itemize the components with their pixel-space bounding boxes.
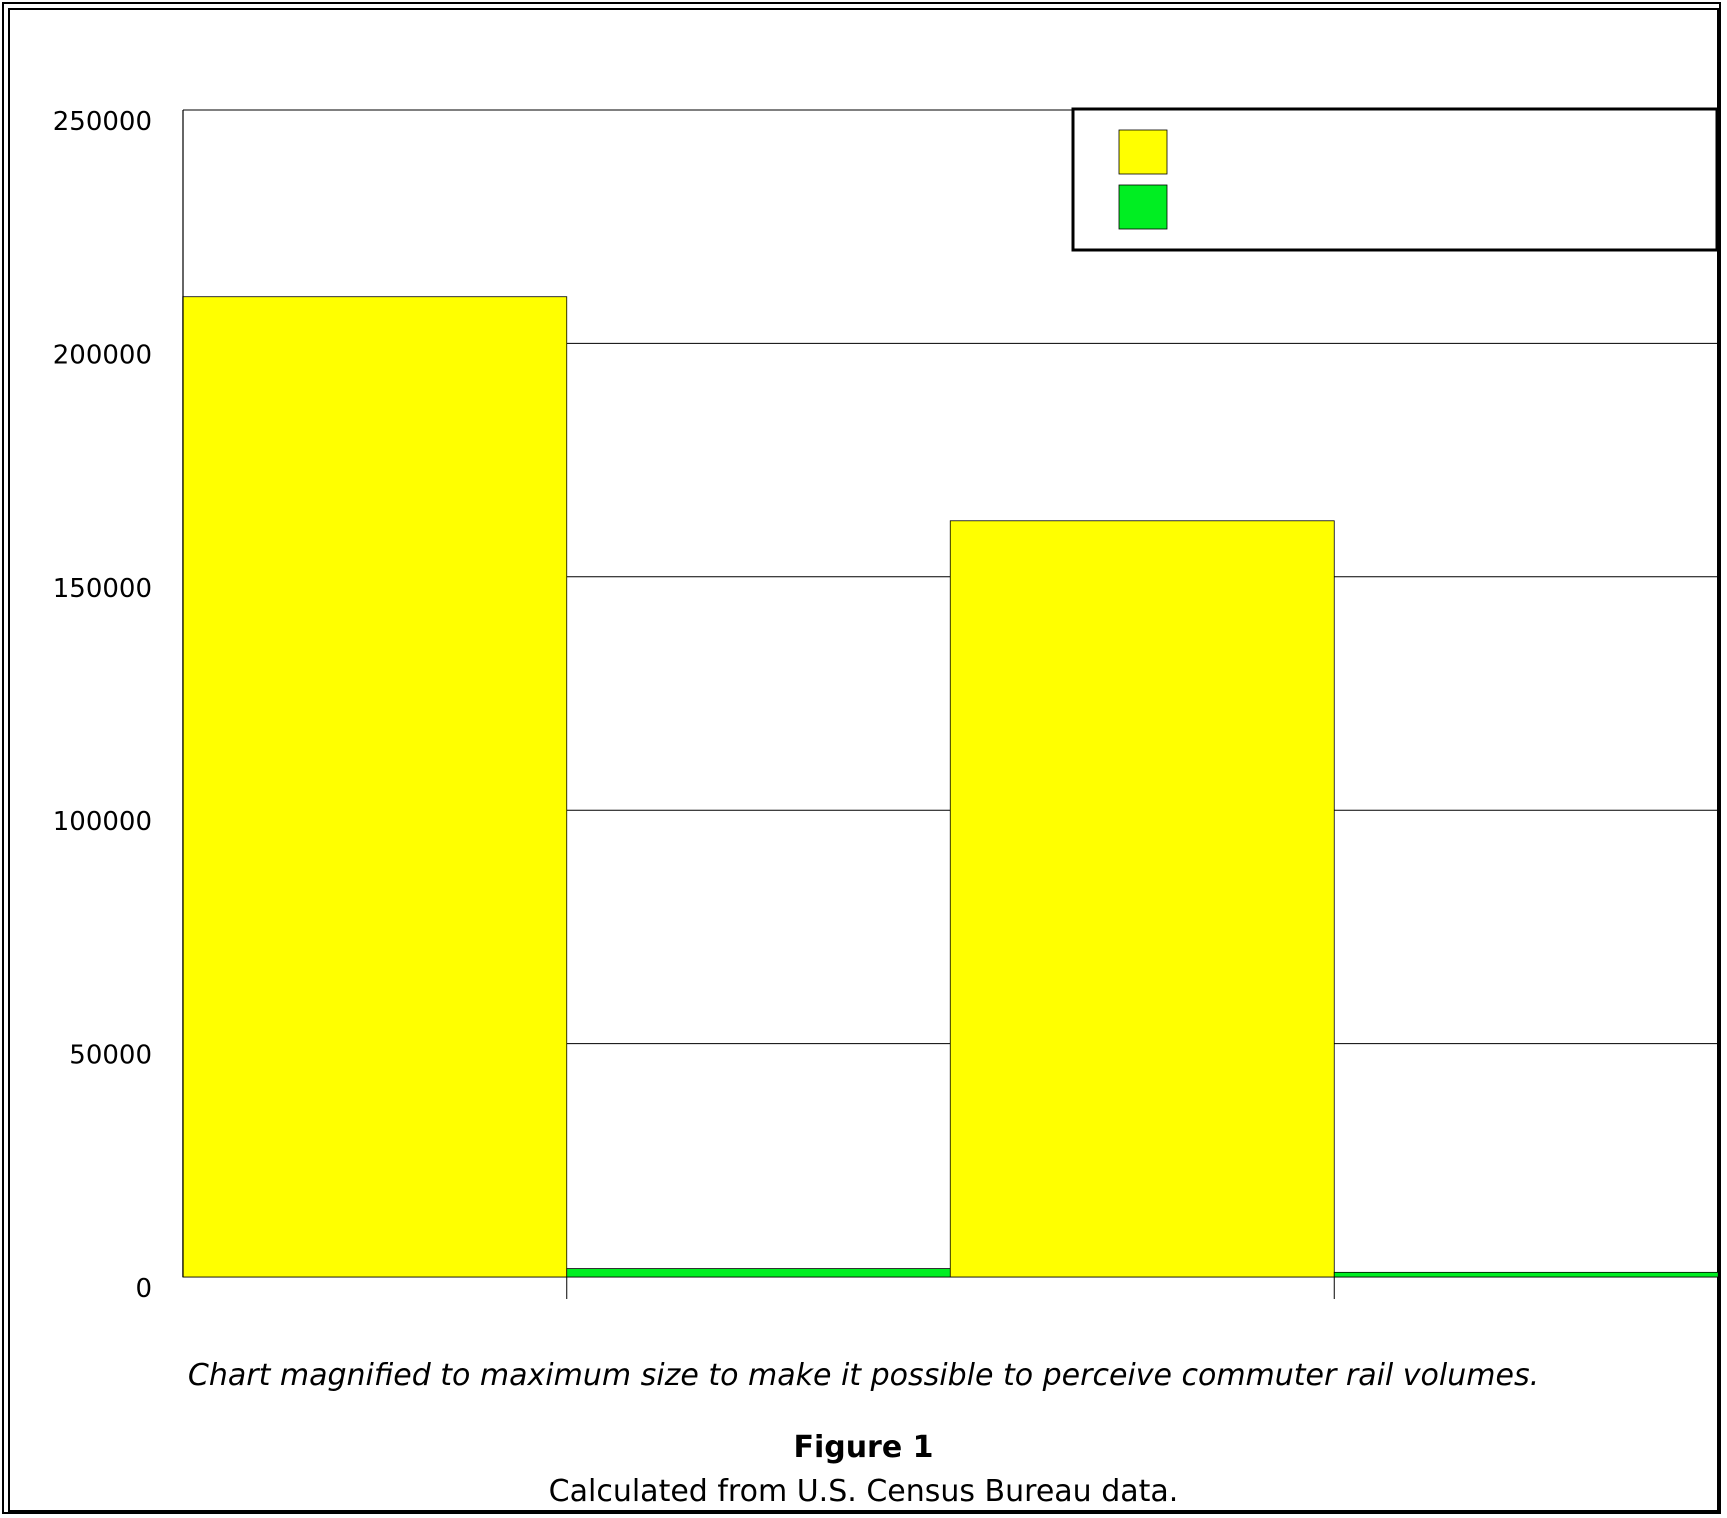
legend: [1071, 107, 1719, 252]
legend-box: [1071, 107, 1719, 252]
y-tick-label: 250000: [53, 107, 152, 137]
chart-caption: Chart magnified to maximum size to make …: [187, 1358, 1540, 1393]
bar-series-2-cat-2: [1333, 1271, 1719, 1278]
source-note: Calculated from U.S. Census Bureau data.: [548, 1474, 1179, 1509]
bar-series-2-cat-1: [566, 1268, 952, 1278]
figure-label: Figure 1: [793, 1430, 934, 1465]
y-tick-label: 200000: [53, 340, 152, 370]
y-axis-tick-labels: 0 50000 100000 150000 200000 250000: [53, 107, 152, 1304]
bar-series-1-cat-2: [949, 520, 1335, 1278]
bar-series-1-cat-1: [182, 296, 568, 1278]
x-axis-ticks: [566, 1277, 1335, 1299]
y-tick-label: 100000: [53, 807, 152, 837]
inner-border: [8, 8, 1719, 1512]
bar-chart: 0 50000 100000 150000 200000 250000: [53, 107, 1719, 1304]
legend-swatch: [1118, 184, 1168, 230]
y-tick-label: 50000: [69, 1041, 152, 1071]
y-tick-label: 0: [135, 1274, 152, 1304]
y-tick-label: 150000: [53, 574, 152, 604]
legend-swatch: [1118, 129, 1168, 175]
bars: [182, 296, 1719, 1278]
